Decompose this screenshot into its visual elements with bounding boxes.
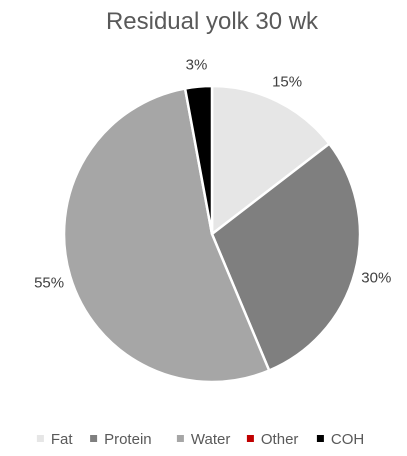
legend-label-water: Water [191, 431, 230, 448]
legend-label-other: Other [261, 431, 299, 448]
legend-item-coh: COH [317, 431, 364, 448]
data-label-coh: 3% [186, 57, 208, 74]
chart-legend: Fat Protein Water Other COH [37, 431, 364, 448]
legend-label-fat: Fat [51, 431, 74, 448]
legend-item-water: Water [177, 431, 230, 448]
legend-item-protein: Protein [90, 431, 152, 448]
data-label-water: 55% [34, 275, 64, 292]
legend-label-protein: Protein [104, 431, 152, 448]
legend-item-other: Other [247, 431, 299, 448]
legend-swatch-protein [90, 435, 97, 442]
legend-item-fat: Fat [37, 431, 74, 448]
legend-label-coh: COH [331, 431, 364, 448]
pie-slices [64, 86, 360, 382]
data-label-fat: 15% [272, 74, 302, 91]
legend-swatch-coh [317, 435, 324, 442]
legend-swatch-other [247, 435, 254, 442]
legend-swatch-fat [37, 435, 44, 442]
legend-swatch-water [177, 435, 184, 442]
data-label-protein: 30% [361, 270, 391, 287]
chart-title: Residual yolk 30 wk [106, 8, 319, 35]
